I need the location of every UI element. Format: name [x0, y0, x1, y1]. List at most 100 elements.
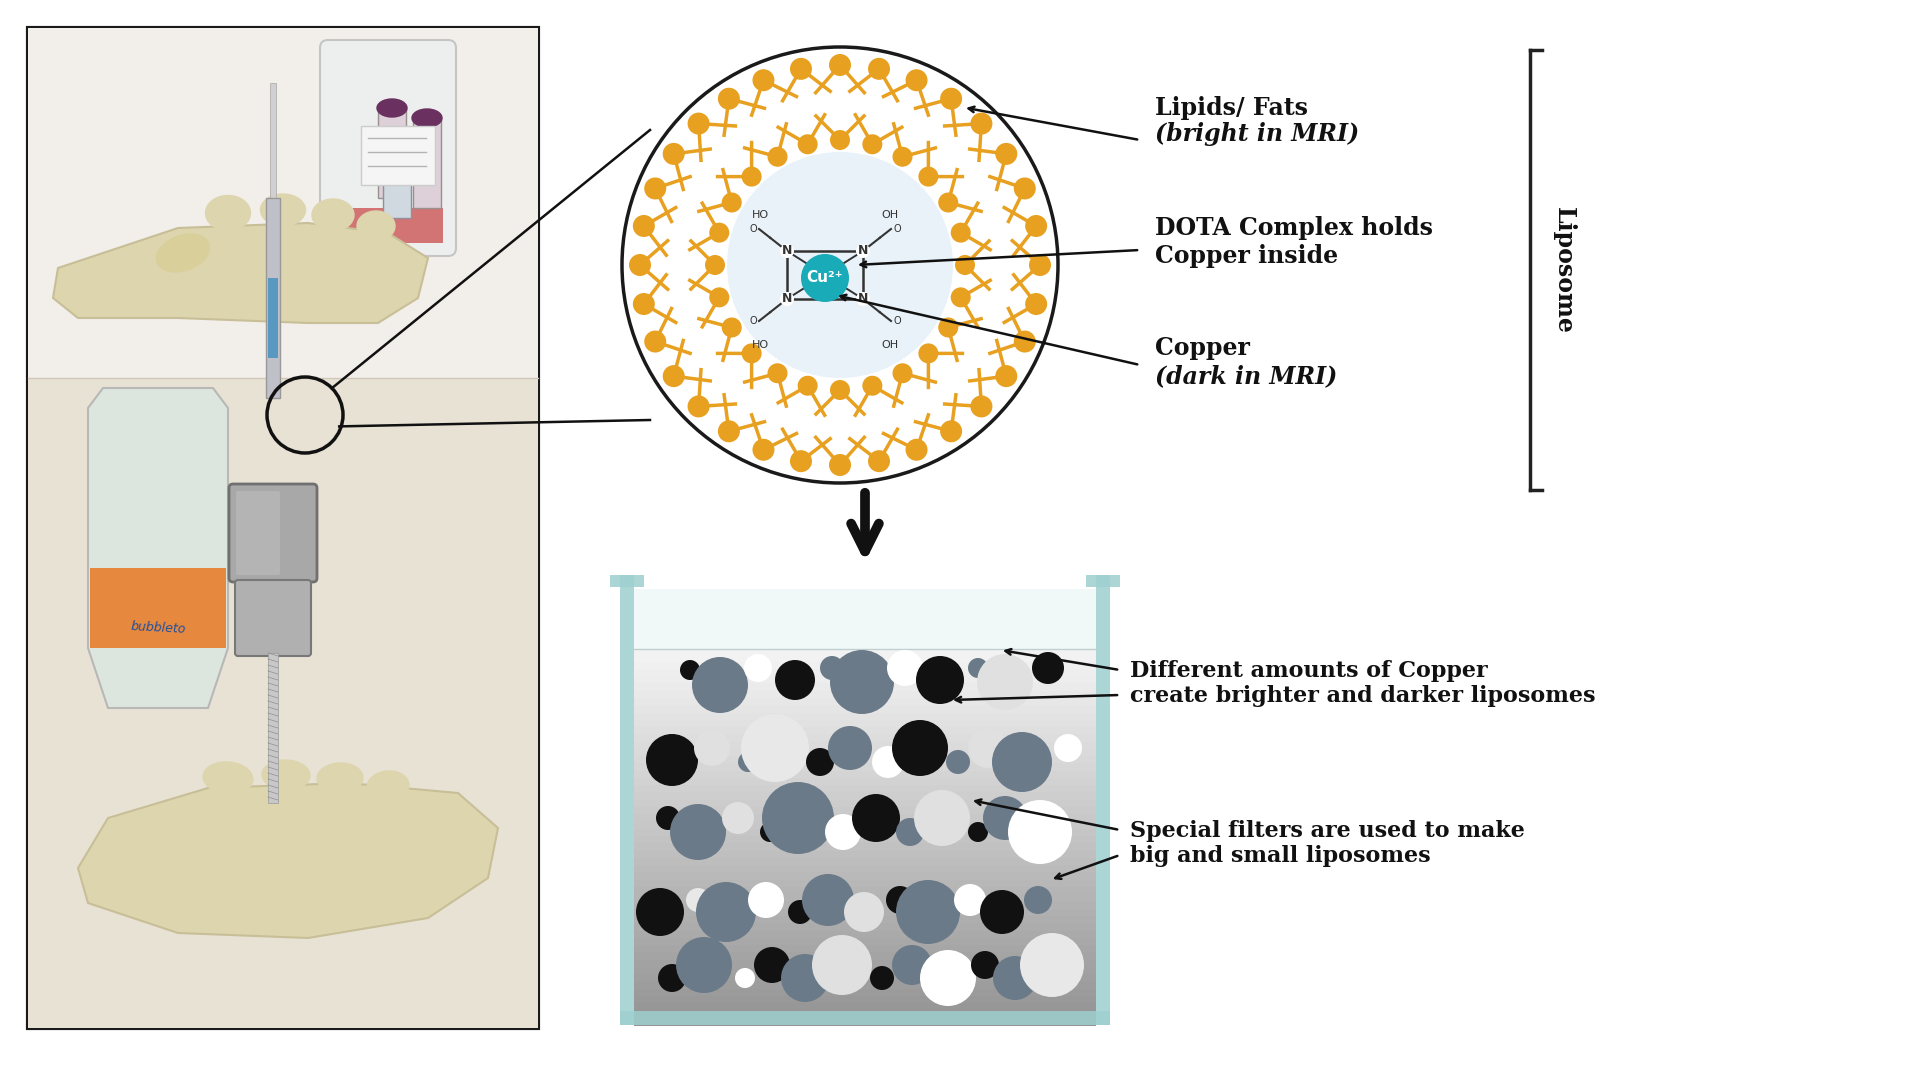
FancyBboxPatch shape	[634, 596, 1096, 605]
Ellipse shape	[205, 195, 250, 230]
FancyBboxPatch shape	[634, 1017, 1096, 1026]
FancyBboxPatch shape	[29, 28, 538, 1028]
Polygon shape	[54, 222, 428, 323]
Circle shape	[829, 54, 851, 76]
Ellipse shape	[156, 234, 209, 272]
Circle shape	[1054, 734, 1083, 762]
Circle shape	[893, 147, 912, 166]
Circle shape	[787, 900, 812, 924]
Circle shape	[868, 450, 891, 472]
FancyBboxPatch shape	[634, 887, 1096, 895]
FancyBboxPatch shape	[634, 691, 1096, 699]
Circle shape	[1020, 933, 1085, 997]
Circle shape	[916, 656, 964, 704]
Circle shape	[622, 48, 1058, 483]
FancyBboxPatch shape	[267, 198, 280, 399]
FancyBboxPatch shape	[634, 647, 1096, 656]
Text: Liposome: Liposome	[1551, 206, 1576, 334]
FancyBboxPatch shape	[634, 908, 1096, 917]
Circle shape	[1014, 330, 1035, 352]
Ellipse shape	[376, 99, 407, 117]
Circle shape	[797, 376, 818, 395]
FancyBboxPatch shape	[634, 1003, 1096, 1012]
Circle shape	[970, 112, 993, 135]
FancyBboxPatch shape	[634, 734, 1096, 743]
FancyBboxPatch shape	[634, 793, 1096, 800]
FancyBboxPatch shape	[634, 639, 1096, 648]
FancyBboxPatch shape	[634, 764, 1096, 772]
Circle shape	[781, 954, 829, 1002]
FancyBboxPatch shape	[634, 851, 1096, 859]
Text: Copper inside: Copper inside	[1156, 244, 1338, 268]
Circle shape	[829, 380, 851, 400]
FancyBboxPatch shape	[634, 611, 1096, 619]
Circle shape	[968, 822, 989, 842]
FancyBboxPatch shape	[634, 705, 1096, 714]
Circle shape	[977, 654, 1033, 710]
FancyBboxPatch shape	[634, 748, 1096, 757]
Circle shape	[722, 192, 741, 213]
FancyBboxPatch shape	[634, 931, 1096, 939]
FancyBboxPatch shape	[634, 814, 1096, 823]
Circle shape	[856, 292, 870, 306]
Circle shape	[829, 454, 851, 476]
FancyBboxPatch shape	[228, 484, 317, 582]
Polygon shape	[88, 388, 228, 708]
Circle shape	[691, 657, 749, 713]
Text: Cu²⁺: Cu²⁺	[806, 270, 843, 285]
FancyBboxPatch shape	[611, 575, 643, 588]
Circle shape	[995, 143, 1018, 165]
Circle shape	[634, 215, 655, 237]
Circle shape	[1033, 652, 1064, 684]
Text: N: N	[858, 293, 868, 306]
FancyBboxPatch shape	[634, 676, 1096, 685]
FancyBboxPatch shape	[634, 662, 1096, 670]
FancyBboxPatch shape	[634, 967, 1096, 975]
Circle shape	[885, 886, 914, 914]
Circle shape	[693, 730, 730, 766]
Circle shape	[768, 147, 787, 166]
Circle shape	[993, 956, 1037, 1000]
FancyBboxPatch shape	[634, 589, 1096, 649]
FancyBboxPatch shape	[29, 28, 538, 378]
FancyBboxPatch shape	[634, 713, 1096, 720]
Circle shape	[1025, 293, 1046, 315]
FancyBboxPatch shape	[634, 799, 1096, 808]
FancyBboxPatch shape	[634, 684, 1096, 691]
FancyBboxPatch shape	[634, 836, 1096, 845]
Ellipse shape	[311, 199, 353, 231]
Ellipse shape	[204, 761, 253, 794]
Circle shape	[737, 752, 758, 772]
FancyBboxPatch shape	[634, 633, 1096, 640]
Text: (dark in MRI): (dark in MRI)	[1156, 364, 1336, 388]
FancyBboxPatch shape	[634, 828, 1096, 837]
FancyBboxPatch shape	[634, 953, 1096, 960]
Circle shape	[762, 782, 833, 854]
Circle shape	[789, 450, 812, 472]
Text: O: O	[893, 224, 900, 234]
FancyBboxPatch shape	[634, 960, 1096, 968]
Circle shape	[708, 222, 730, 243]
Ellipse shape	[367, 771, 409, 801]
FancyBboxPatch shape	[1087, 575, 1119, 588]
Circle shape	[1014, 177, 1035, 200]
FancyBboxPatch shape	[634, 988, 1096, 997]
Circle shape	[645, 734, 699, 786]
Circle shape	[776, 660, 814, 700]
Circle shape	[1008, 800, 1071, 864]
Circle shape	[630, 254, 651, 276]
Circle shape	[845, 892, 883, 932]
FancyBboxPatch shape	[634, 916, 1096, 924]
Circle shape	[972, 951, 998, 978]
Circle shape	[897, 818, 924, 846]
Circle shape	[870, 966, 895, 990]
Circle shape	[797, 134, 818, 154]
Circle shape	[695, 882, 756, 942]
Circle shape	[918, 343, 939, 363]
Circle shape	[645, 177, 666, 200]
Circle shape	[893, 720, 948, 777]
FancyBboxPatch shape	[634, 778, 1096, 786]
Text: N: N	[781, 244, 793, 257]
Circle shape	[718, 87, 739, 110]
Circle shape	[687, 112, 710, 135]
